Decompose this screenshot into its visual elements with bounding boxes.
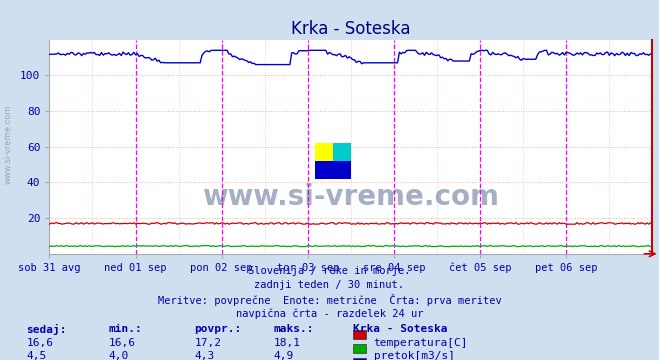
- Text: Krka - Soteska: Krka - Soteska: [353, 324, 447, 334]
- Polygon shape: [315, 143, 333, 161]
- Text: www.si-vreme.com: www.si-vreme.com: [3, 104, 13, 184]
- Text: sedaj:: sedaj:: [26, 324, 67, 335]
- Text: Meritve: povprečne  Enote: metrične  Črta: prva meritev: Meritve: povprečne Enote: metrične Črta:…: [158, 294, 501, 306]
- Text: 4,3: 4,3: [194, 351, 215, 360]
- Text: 18,1: 18,1: [273, 338, 301, 348]
- Title: Krka - Soteska: Krka - Soteska: [291, 20, 411, 38]
- Text: 16,6: 16,6: [109, 338, 136, 348]
- Bar: [315, 143, 333, 161]
- Polygon shape: [333, 143, 351, 161]
- Text: maks.:: maks.:: [273, 324, 314, 334]
- Text: povpr.:: povpr.:: [194, 324, 242, 334]
- Text: min.:: min.:: [109, 324, 142, 334]
- Text: Slovenija / reke in morje.: Slovenija / reke in morje.: [248, 266, 411, 276]
- Text: www.si-vreme.com: www.si-vreme.com: [202, 183, 500, 211]
- Polygon shape: [315, 143, 333, 161]
- Text: 4,0: 4,0: [109, 351, 129, 360]
- Text: zadnji teden / 30 minut.: zadnji teden / 30 minut.: [254, 280, 405, 290]
- Text: pretok[m3/s]: pretok[m3/s]: [374, 351, 455, 360]
- Text: 17,2: 17,2: [194, 338, 221, 348]
- Text: temperatura[C]: temperatura[C]: [374, 338, 468, 348]
- Bar: [315, 161, 351, 179]
- Text: navpična črta - razdelek 24 ur: navpična črta - razdelek 24 ur: [236, 309, 423, 319]
- Text: 4,9: 4,9: [273, 351, 294, 360]
- Text: 16,6: 16,6: [26, 338, 53, 348]
- Text: 4,5: 4,5: [26, 351, 47, 360]
